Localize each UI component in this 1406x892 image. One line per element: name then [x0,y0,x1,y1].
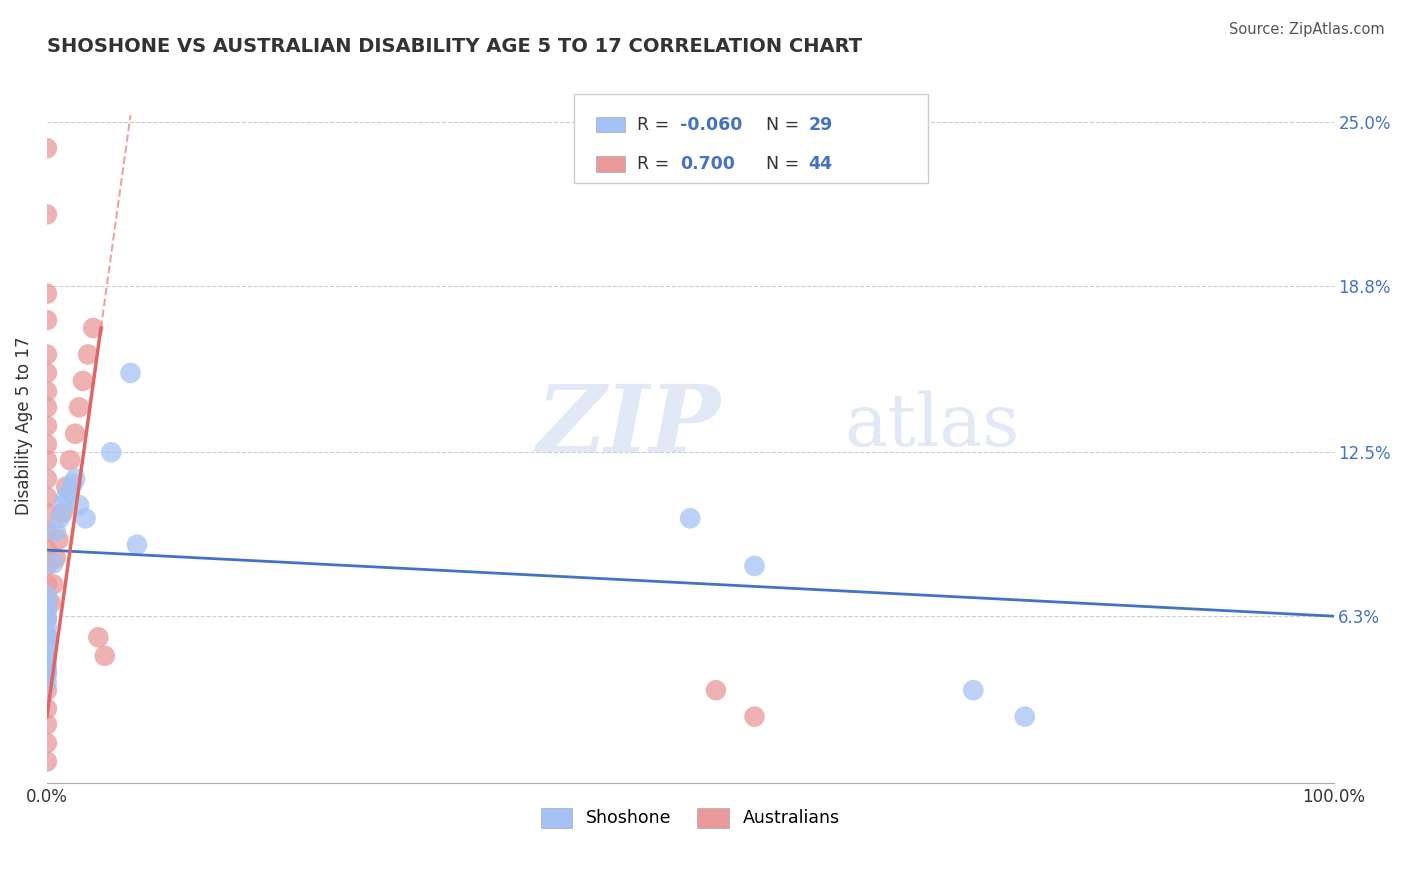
Point [35,683,58,698]
Point [35,366,58,380]
Point [1014,709,1036,723]
Point [35,612,58,626]
Text: N =: N = [766,116,804,134]
Point [72,374,94,388]
Point [42,577,65,591]
Point [35,558,58,573]
Point [48,533,70,547]
Text: 29: 29 [808,116,832,134]
Bar [596,117,624,133]
Point [35,651,58,665]
Point [45,524,67,539]
Bar [596,156,624,172]
Text: SHOSHONE VS AUSTRALIAN DISABILITY AGE 5 TO 17 CORRELATION CHART: SHOSHONE VS AUSTRALIAN DISABILITY AGE 5 … [46,37,862,56]
Point [744,709,766,723]
Point [59,484,82,499]
Point [35,643,58,657]
Point [35,628,58,642]
Legend: Shoshone, Australians: Shoshone, Australians [534,801,846,835]
Point [55,490,77,504]
FancyBboxPatch shape [575,94,928,183]
Point [62,477,84,491]
Point [120,366,142,380]
Point [42,556,65,570]
Point [35,665,58,679]
Point [87,630,110,644]
Point [35,207,58,221]
Point [35,384,58,399]
Point [35,755,58,769]
Text: N =: N = [766,155,804,173]
Point [35,717,58,731]
Text: ZIP: ZIP [536,381,720,471]
Point [35,635,58,649]
Point [59,453,82,467]
Point [35,659,58,673]
Point [35,675,58,690]
Point [35,604,58,618]
Point [35,588,58,602]
Point [35,596,58,610]
Point [45,551,67,566]
Point [35,472,58,486]
Point [35,620,58,634]
Point [679,511,702,525]
Point [35,141,58,155]
Point [125,538,148,552]
Text: 44: 44 [808,155,832,173]
Point [35,543,58,558]
Point [35,506,58,520]
Point [35,524,58,539]
Point [67,498,90,512]
Point [35,612,58,626]
Point [35,490,58,504]
Point [35,418,58,433]
Point [35,630,58,644]
Point [35,286,58,301]
Point [63,426,86,441]
Text: atlas: atlas [845,391,1019,461]
Point [67,401,90,415]
Text: -0.060: -0.060 [681,116,742,134]
Point [94,648,117,663]
Point [35,313,58,327]
Point [35,667,58,681]
Text: Source: ZipAtlas.com: Source: ZipAtlas.com [1229,22,1385,37]
Point [35,648,58,663]
Point [35,736,58,750]
Point [35,401,58,415]
Point [52,498,75,512]
Point [744,558,766,573]
Point [39,596,62,610]
Point [77,347,100,361]
Y-axis label: Disability Age 5 to 17: Disability Age 5 to 17 [15,336,32,515]
Point [35,596,58,610]
Point [35,347,58,361]
Point [75,511,97,525]
Point [35,437,58,451]
Point [55,480,77,494]
Point [51,506,73,520]
Point [82,321,104,335]
Text: 0.700: 0.700 [681,155,735,173]
Point [49,511,72,525]
Text: R =: R = [637,116,675,134]
Point [704,683,727,698]
Point [63,472,86,486]
Point [35,577,58,591]
Point [100,445,122,459]
Text: R =: R = [637,155,675,173]
Point [35,453,58,467]
Point [962,683,984,698]
Point [35,701,58,715]
